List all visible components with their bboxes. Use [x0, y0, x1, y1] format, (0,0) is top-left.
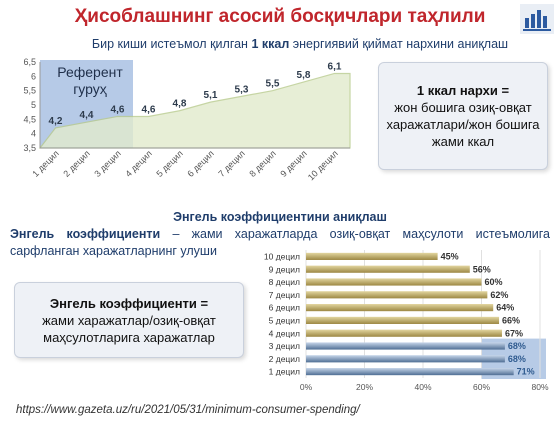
- bar-category-label: 2 децил: [269, 354, 300, 364]
- engel-formula-heading: Энгель коэффициенти =: [49, 295, 209, 311]
- source-link[interactable]: https://www.gazeta.uz/ru/2021/05/31/mini…: [16, 404, 360, 416]
- kcal-formula-body: жон бошига озиқ-овқат харажатлари/жон бо…: [386, 100, 540, 149]
- x-category-label: 8 децил: [247, 148, 278, 179]
- bar: [306, 355, 505, 363]
- engel-formula-body: жами харажатлар/озиқ-овқат маҳсулотлариг…: [42, 312, 216, 345]
- bar-category-label: 9 децил: [269, 264, 300, 274]
- engel-bar-chart: 45% 56% 60% 62% 64% 66% 67% 68% 68% 71% 10 децил 9…: [264, 250, 549, 392]
- series-area: [38, 72, 351, 149]
- x-tick-label: 40%: [414, 382, 431, 392]
- bar-value-label: 62%: [490, 290, 508, 300]
- bar: [306, 316, 500, 324]
- bar-category-label: 8 децил: [269, 277, 300, 287]
- y-tick-label: 6: [31, 71, 36, 81]
- bar-category-label: 1 децил: [269, 367, 300, 377]
- bar: [306, 329, 502, 337]
- bar: [306, 304, 494, 312]
- engel-definition: Энгель коэффициенти – жами харажатларда …: [10, 227, 550, 258]
- bar-category-label: 6 децил: [269, 303, 300, 313]
- data-label: 4,2: [49, 116, 63, 127]
- y-tick-label: 4,5: [23, 114, 36, 124]
- y-tick-label: 6,5: [23, 57, 36, 67]
- chart1-subtitle: Бир киши истеъмол қилган 1 ккал энергияв…: [91, 37, 509, 51]
- x-tick-label: 20%: [356, 382, 373, 392]
- bar-value-label: 56%: [473, 264, 491, 274]
- kcal-formula-heading: 1 ккал нархи =: [416, 83, 510, 98]
- bar-category-label: 3 децил: [269, 341, 300, 351]
- data-label: 4,6: [142, 104, 156, 115]
- bar-value-label: 67%: [505, 328, 523, 338]
- bar: [306, 291, 488, 299]
- x-category-label: 6 децил: [185, 148, 216, 179]
- page-title: Ҳисоблашнинг асосий босқичлари таҳлили: [74, 6, 486, 27]
- engel-formula-note: Энгель коэффициенти = жами харажатлар/оз…: [14, 282, 244, 358]
- x-tick-label: 60%: [473, 382, 490, 392]
- x-category-label: 7 децил: [216, 148, 247, 179]
- reference-group-label: Референт гуруҳ: [57, 64, 123, 97]
- bar-value-label: 71%: [517, 367, 535, 377]
- bar-value-label: 68%: [508, 341, 526, 351]
- bar: [306, 368, 514, 376]
- kcal-price-area-chart: 4,2 4,4 4,6 4,6 4,8 5,1 5,3 5,5 5,8 6,1 3,5 4 4,5 5 5…: [23, 57, 351, 182]
- x-tick-label: 80%: [531, 382, 548, 392]
- bar: [306, 342, 505, 350]
- bar: [306, 265, 470, 273]
- data-label: 6,1: [328, 61, 342, 72]
- y-tick-label: 3,5: [23, 143, 36, 153]
- bar-value-label: 45%: [441, 251, 459, 261]
- x-category-label: 4 децил: [123, 148, 154, 179]
- data-label: 4,4: [80, 110, 94, 121]
- data-label: 5,1: [204, 90, 218, 101]
- bar-value-label: 66%: [502, 315, 520, 325]
- y-tick-label: 4: [31, 129, 36, 139]
- bar-category-label: 10 децил: [264, 251, 300, 261]
- y-tick-label: 5: [31, 100, 36, 110]
- bar-value-label: 68%: [508, 354, 526, 364]
- data-label: 4,6: [111, 104, 125, 115]
- x-category-label: 3 децил: [92, 148, 123, 179]
- data-label: 5,5: [266, 79, 280, 90]
- bar: [306, 252, 438, 260]
- x-category-label: 2 децил: [61, 148, 92, 179]
- x-category-label: 5 децил: [154, 148, 185, 179]
- data-label: 4,8: [173, 99, 187, 110]
- bar: [306, 278, 482, 286]
- data-label: 5,3: [235, 84, 249, 95]
- bar-category-label: 5 децил: [269, 315, 300, 325]
- x-category-label: 9 децил: [278, 148, 309, 179]
- x-tick-label: 0%: [300, 382, 313, 392]
- engel-subtitle: Энгель коэффициентини аниқлаш: [173, 210, 387, 224]
- logo-icon: [520, 4, 554, 34]
- data-label: 5,8: [297, 70, 311, 81]
- bar-value-label: 64%: [496, 303, 514, 313]
- x-category-label: 10 децил: [306, 148, 340, 182]
- bar-category-label: 7 децил: [269, 290, 300, 300]
- kcal-formula-note: 1 ккал нархи = жон бошига озиқ-овқат хар…: [378, 62, 548, 170]
- bar-category-label: 4 децил: [269, 328, 300, 338]
- y-tick-label: 5,5: [23, 86, 36, 96]
- bar-value-label: 60%: [485, 277, 503, 287]
